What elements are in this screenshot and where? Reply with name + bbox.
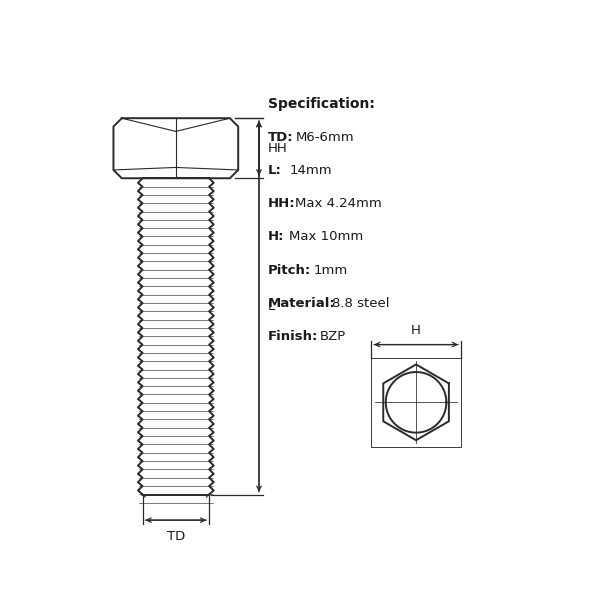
Text: Max 4.24mm: Max 4.24mm xyxy=(295,197,382,210)
Text: Material:: Material: xyxy=(268,297,336,310)
Text: 1mm: 1mm xyxy=(314,264,348,277)
Text: TD: TD xyxy=(167,530,185,544)
Text: TD:: TD: xyxy=(268,131,294,143)
Text: HH: HH xyxy=(268,142,287,155)
Text: L:: L: xyxy=(268,164,282,177)
Text: 8.8 steel: 8.8 steel xyxy=(332,297,389,310)
Text: BZP: BZP xyxy=(320,330,346,343)
Text: Max 10mm: Max 10mm xyxy=(289,230,364,244)
Text: L: L xyxy=(268,300,275,313)
Text: Pitch:: Pitch: xyxy=(268,264,311,277)
Text: M6-6mm: M6-6mm xyxy=(295,131,354,143)
Text: Finish:: Finish: xyxy=(268,330,319,343)
Bar xyxy=(371,358,461,447)
Text: H:: H: xyxy=(268,230,285,244)
Text: Specification:: Specification: xyxy=(268,97,375,112)
Text: H: H xyxy=(411,324,421,337)
Text: HH:: HH: xyxy=(268,197,296,210)
Text: 14mm: 14mm xyxy=(289,164,332,177)
